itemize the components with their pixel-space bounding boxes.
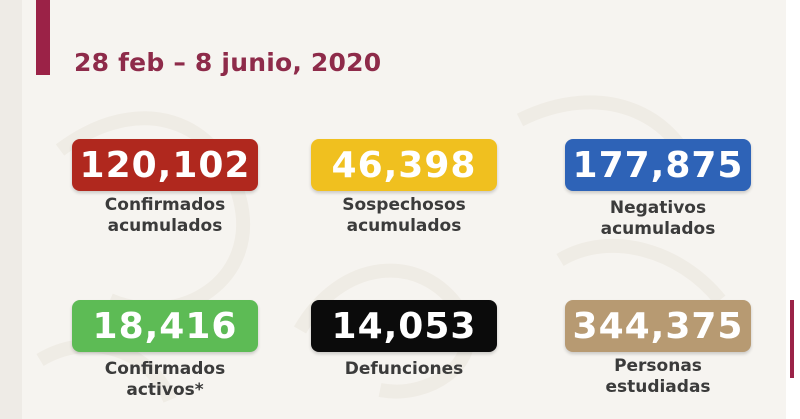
stat-label-line1: Defunciones	[344, 359, 464, 379]
stat-label: Confirmados acumulados	[72, 195, 258, 237]
stat-label-line2: activos*	[126, 380, 204, 400]
stat-value-box: 46,398	[311, 139, 497, 191]
stat-label: Negativos acumulados	[565, 198, 751, 240]
stat-value: 120,102	[79, 144, 251, 186]
stat-value: 14,053	[331, 305, 477, 347]
stat-label: Confirmados activos*	[72, 359, 258, 401]
stat-value-box: 120,102	[72, 139, 258, 191]
stat-label-line2: acumulados	[600, 219, 716, 239]
stat-value-box: 18,416	[72, 300, 258, 352]
stat-card-sospechosos-acumulados: 46,398 Sospechosos acumulados	[311, 139, 497, 237]
stat-label: Personas estudiadas	[565, 356, 751, 398]
stat-label-line2: estudiadas	[605, 377, 711, 397]
stat-card-defunciones: 14,053 Defunciones	[311, 300, 497, 380]
right-edge-strip	[786, 0, 800, 419]
stat-card-personas-estudiadas: 344,375 Personas estudiadas	[565, 300, 751, 398]
stat-card-confirmados-acumulados: 120,102 Confirmados acumulados	[72, 139, 258, 237]
date-range-title: 28 feb – 8 junio, 2020	[74, 48, 382, 77]
stat-label-line1: Confirmados	[104, 359, 226, 379]
stat-value: 177,875	[572, 144, 744, 186]
stat-value: 18,416	[92, 305, 238, 347]
stat-label: Defunciones	[311, 359, 497, 380]
stat-value-box: 344,375	[565, 300, 751, 352]
stat-label-line1: Sospechosos	[342, 195, 466, 215]
stat-card-negativos-acumulados: 177,875 Negativos acumulados	[565, 139, 751, 240]
right-accent-mark	[790, 300, 794, 378]
left-edge-strip	[0, 0, 22, 419]
stat-label-line2: acumulados	[107, 216, 223, 236]
stat-label: Sospechosos acumulados	[311, 195, 497, 237]
stat-label-line2: acumulados	[346, 216, 462, 236]
stat-value: 344,375	[572, 305, 744, 347]
accent-bar	[36, 0, 50, 75]
stat-label-line1: Personas	[614, 356, 702, 376]
stat-label-line1: Negativos	[609, 198, 707, 218]
stat-value: 46,398	[331, 144, 477, 186]
stat-value-box: 14,053	[311, 300, 497, 352]
stat-value-box: 177,875	[565, 139, 751, 191]
stat-label-line1: Confirmados	[104, 195, 226, 215]
stat-card-confirmados-activos: 18,416 Confirmados activos*	[72, 300, 258, 401]
